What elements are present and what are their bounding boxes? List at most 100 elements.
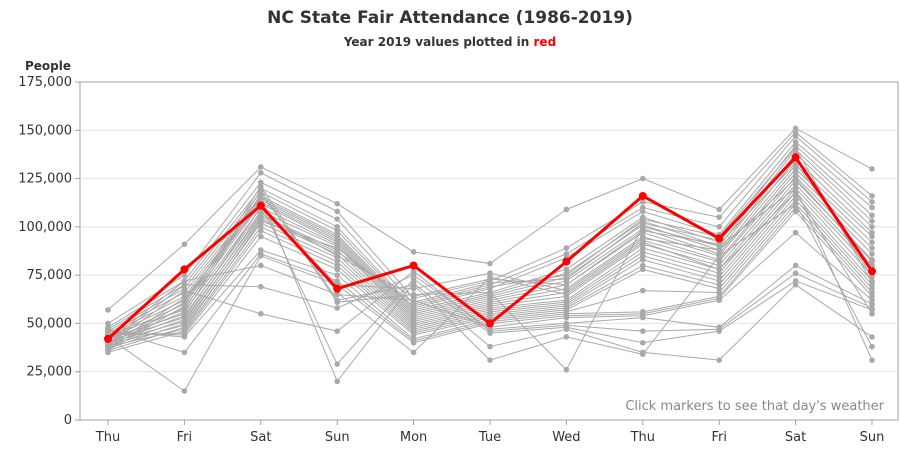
data-point-marker[interactable] [640, 339, 646, 346]
data-point-marker[interactable] [563, 326, 570, 333]
data-point-marker[interactable] [181, 326, 188, 333]
data-point-marker[interactable] [869, 193, 875, 199]
data-point-marker[interactable] [869, 285, 875, 292]
data-point-marker[interactable] [410, 332, 417, 338]
data-point-marker[interactable] [792, 169, 799, 176]
data-point-marker[interactable] [258, 233, 264, 240]
data-point-marker[interactable] [181, 295, 188, 302]
data-point-marker[interactable] [181, 310, 188, 317]
data-point-marker[interactable] [869, 218, 875, 224]
data-point-marker[interactable] [181, 307, 188, 313]
data-point-marker[interactable] [640, 220, 646, 226]
data-point-marker[interactable] [410, 293, 417, 300]
data-point-marker[interactable] [334, 200, 341, 207]
data-point-marker[interactable] [869, 307, 875, 313]
data-point-marker[interactable] [869, 212, 875, 219]
data-point-marker[interactable] [410, 276, 417, 282]
data-point-marker[interactable] [563, 282, 570, 288]
data-point-marker[interactable] [792, 175, 799, 182]
data-point-marker[interactable] [640, 351, 646, 358]
data-point-marker[interactable] [716, 297, 722, 304]
data-point-marker[interactable] [258, 191, 264, 197]
data-point-marker[interactable] [487, 289, 493, 296]
data-point-marker[interactable] [716, 266, 722, 273]
data-point-marker[interactable] [716, 253, 722, 259]
data-point-marker[interactable] [640, 224, 646, 230]
data-point-marker[interactable] [487, 260, 493, 267]
data-point-marker[interactable] [181, 303, 188, 309]
data-point-marker[interactable] [258, 218, 264, 224]
data-point-marker[interactable] [181, 314, 188, 321]
data-point-marker[interactable] [105, 347, 111, 354]
data-point-marker[interactable] [410, 299, 417, 305]
data-point-marker[interactable] [334, 216, 341, 222]
data-point-marker[interactable] [258, 247, 264, 253]
data-point-marker[interactable] [716, 224, 722, 230]
data-point-marker[interactable] [487, 283, 493, 290]
data-point-marker[interactable] [640, 328, 646, 334]
data-point-marker[interactable] [792, 200, 799, 207]
data-point-marker[interactable] [716, 285, 722, 292]
data-point-marker[interactable] [258, 179, 264, 186]
data-point-marker[interactable] [563, 266, 570, 273]
data-point-marker[interactable] [792, 262, 799, 269]
data-point-marker-2019[interactable] [256, 201, 265, 210]
data-point-marker-2019[interactable] [638, 191, 647, 200]
data-point-marker-2019[interactable] [791, 153, 800, 162]
data-point-marker[interactable] [181, 282, 188, 288]
data-point-marker[interactable] [410, 282, 417, 288]
data-point-marker[interactable] [640, 249, 646, 255]
data-point-marker[interactable] [334, 361, 341, 367]
data-point-marker[interactable] [334, 227, 341, 234]
data-point-marker[interactable] [640, 266, 646, 273]
data-point-marker[interactable] [716, 274, 722, 280]
data-point-marker[interactable] [792, 270, 799, 277]
data-point-marker-2019[interactable] [715, 234, 724, 243]
data-point-marker[interactable] [181, 388, 188, 394]
data-point-marker[interactable] [410, 339, 417, 346]
data-point-marker[interactable] [792, 204, 799, 211]
data-point-marker[interactable] [181, 334, 188, 340]
data-point-marker[interactable] [334, 258, 341, 265]
data-point-marker[interactable] [181, 278, 188, 284]
data-point-marker[interactable] [869, 334, 875, 340]
data-point-marker[interactable] [410, 285, 417, 292]
data-point-marker[interactable] [716, 282, 722, 288]
data-point-marker[interactable] [563, 314, 570, 321]
data-point-marker[interactable] [181, 349, 188, 356]
data-point-marker[interactable] [181, 299, 188, 305]
data-point-marker[interactable] [792, 229, 799, 236]
data-point-marker[interactable] [716, 262, 722, 269]
data-point-marker[interactable] [181, 318, 188, 325]
data-point-marker-2019[interactable] [180, 265, 189, 274]
data-point-marker[interactable] [334, 278, 341, 284]
data-point-marker[interactable] [487, 330, 493, 336]
data-point-marker[interactable] [640, 239, 646, 246]
data-point-marker[interactable] [258, 164, 264, 170]
data-point-marker[interactable] [869, 297, 875, 304]
data-point-marker-2019[interactable] [562, 257, 571, 266]
data-point-marker[interactable] [258, 253, 264, 259]
data-point-marker[interactable] [258, 183, 264, 190]
data-point-marker[interactable] [640, 175, 646, 182]
data-point-marker[interactable] [105, 320, 111, 327]
data-point-marker[interactable] [792, 193, 799, 199]
data-point-marker[interactable] [563, 245, 570, 251]
data-point-marker[interactable] [792, 189, 799, 195]
data-point-marker[interactable] [792, 144, 799, 151]
data-point-marker[interactable] [792, 166, 799, 172]
data-point-marker[interactable] [563, 206, 570, 213]
data-point-marker-2019[interactable] [868, 267, 876, 276]
data-point-marker[interactable] [716, 258, 722, 265]
data-point-marker[interactable] [258, 283, 264, 290]
data-point-marker[interactable] [258, 262, 264, 269]
data-point-marker[interactable] [716, 270, 722, 277]
data-point-marker[interactable] [181, 241, 188, 248]
data-point-marker[interactable] [869, 274, 875, 280]
data-point-marker[interactable] [563, 272, 570, 278]
data-point-marker[interactable] [640, 256, 646, 263]
data-point-marker[interactable] [792, 278, 799, 284]
data-point-marker[interactable] [334, 272, 341, 278]
data-point-marker[interactable] [487, 357, 493, 363]
data-point-marker[interactable] [640, 204, 646, 211]
